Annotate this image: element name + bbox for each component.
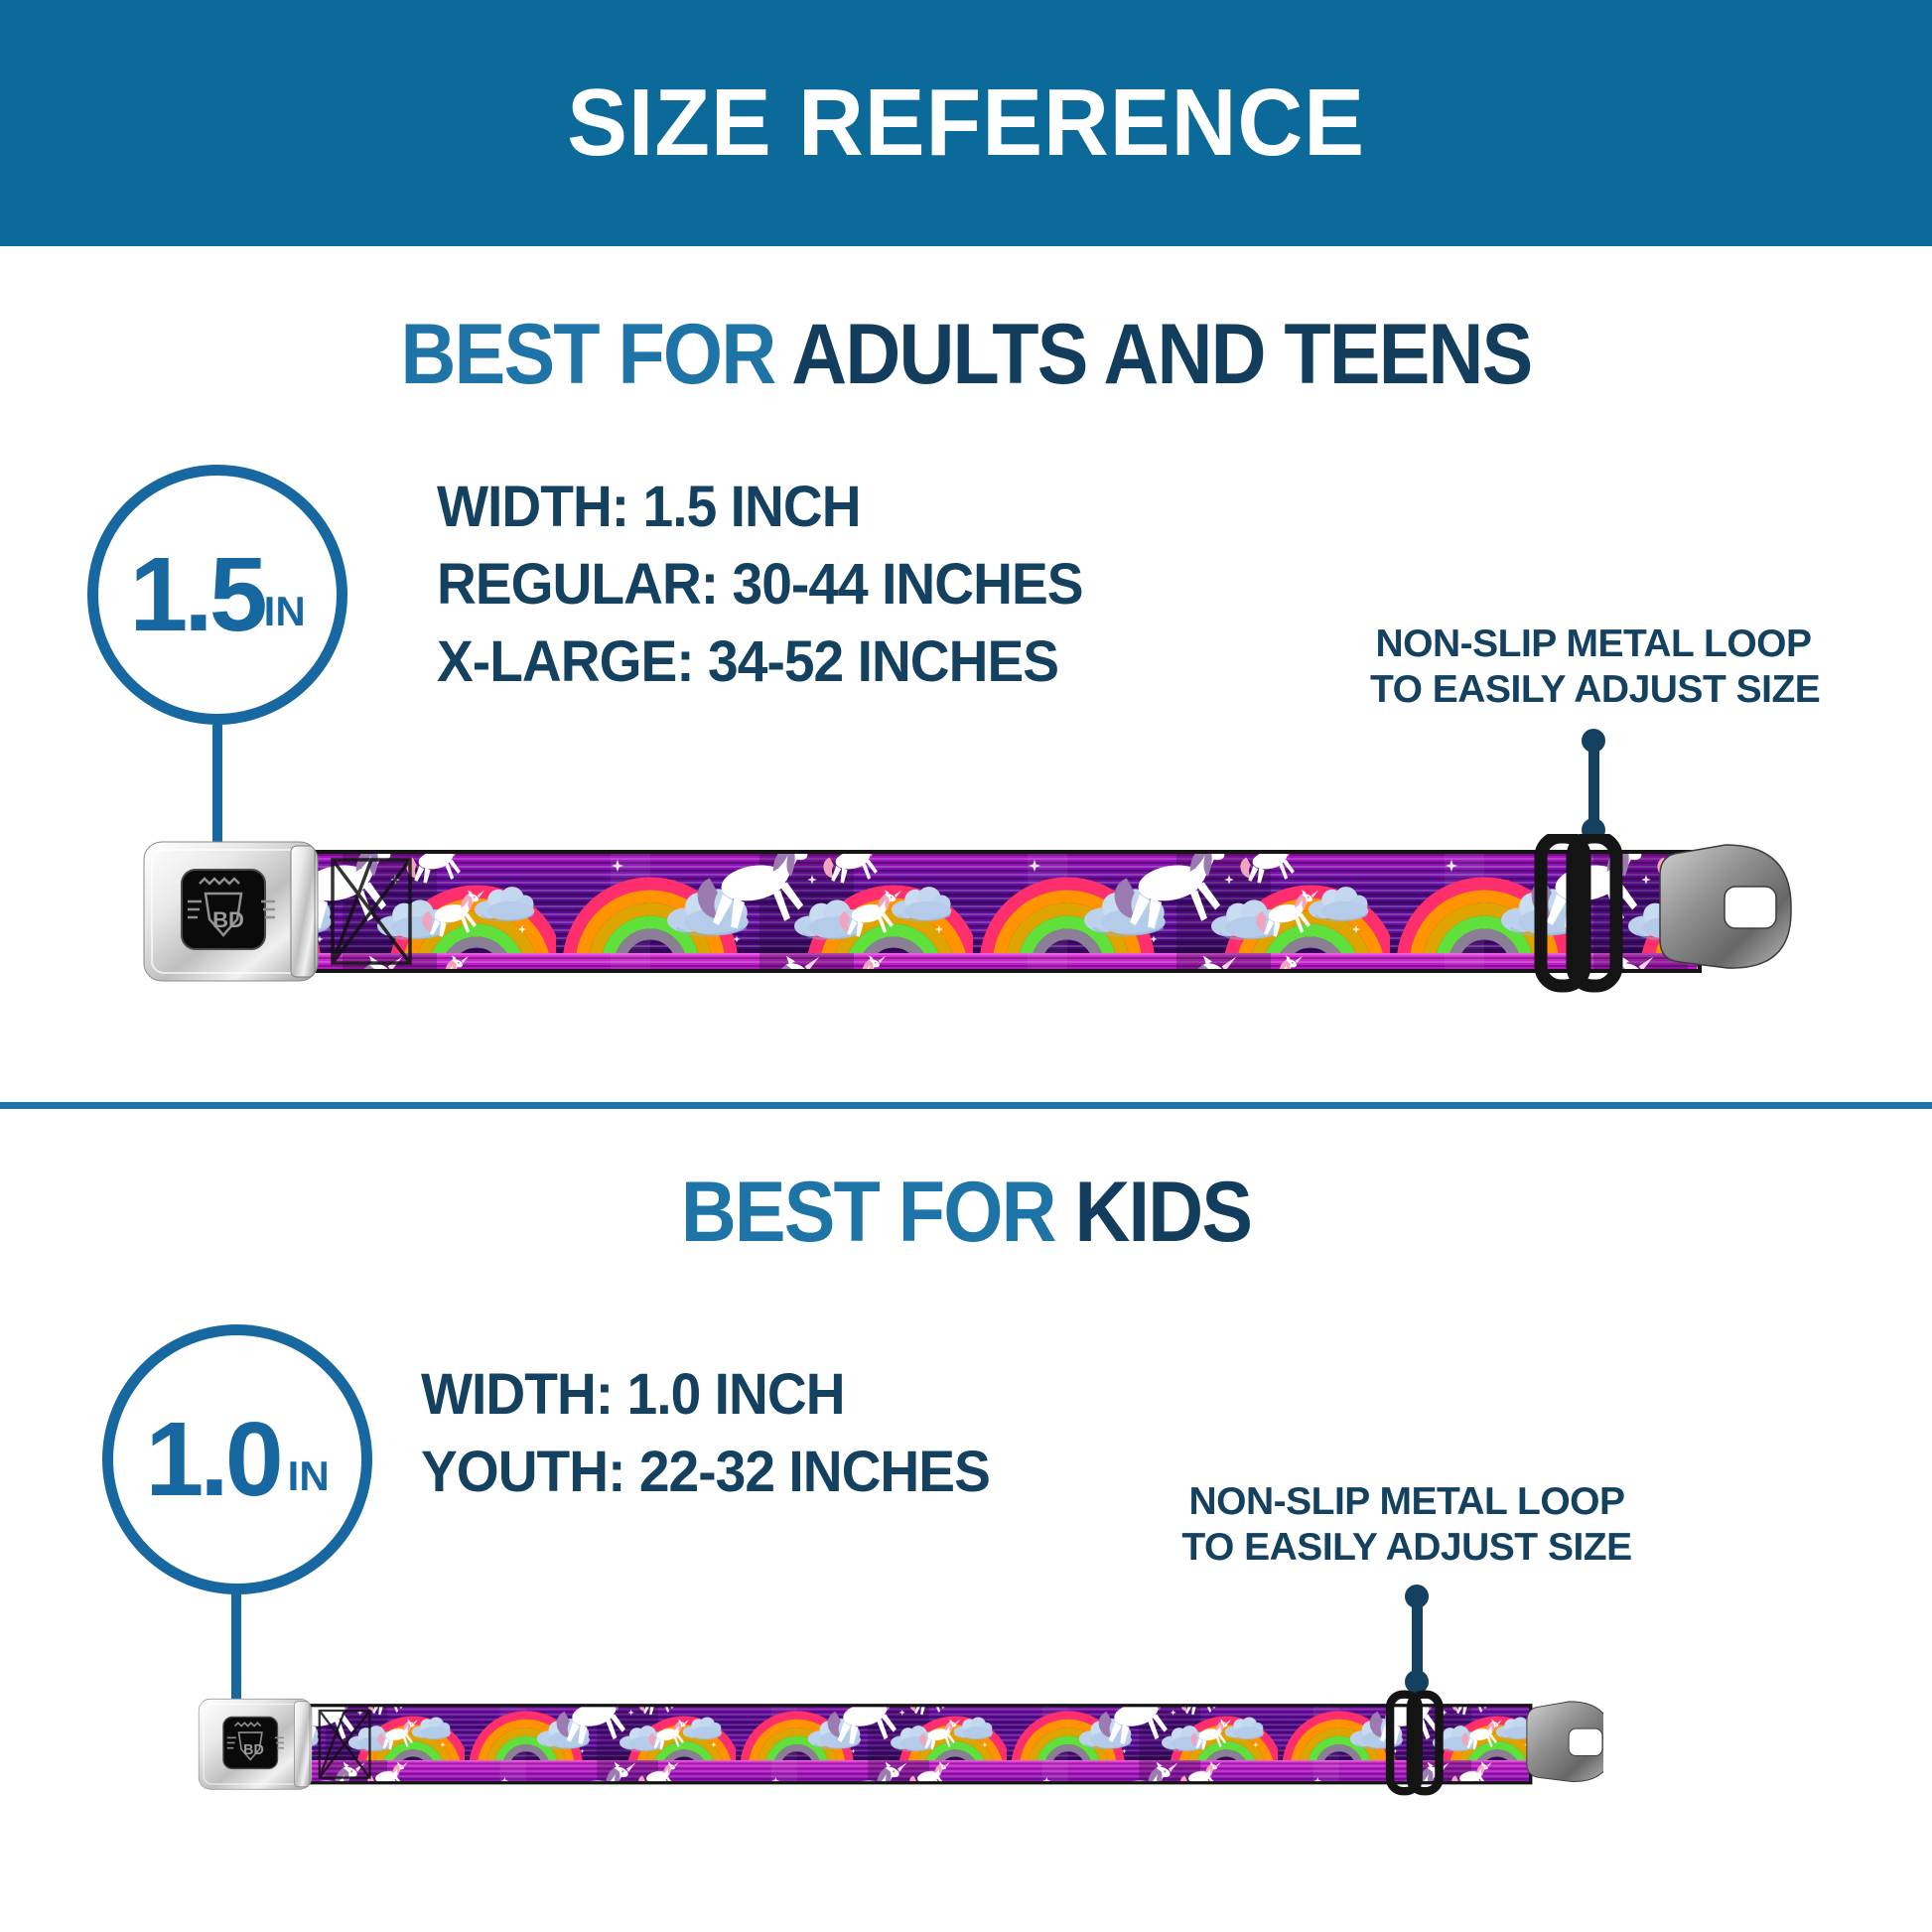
callout-pointer-line [1588,741,1599,828]
metal-loop-callout-kids: NON-SLIP METAL LOOP TO EASILY ADJUST SIZ… [1173,1479,1640,1571]
buckle-logo: BD [243,1742,264,1758]
belt-end-tab [1526,1701,1603,1782]
heading-light-text: BEST FOR [680,1165,1057,1260]
section-heading-kids: BEST FOR KIDS [96,1164,1835,1262]
badge-leader-line [231,1588,241,1706]
buckle-logo: BD [212,907,244,932]
spec-line: WIDTH: 1.5 INCH [437,475,861,539]
callout-line: NON-SLIP METAL LOOP [1188,1480,1625,1523]
belt-end-tab [1659,844,1792,969]
callout-pointer-line [1412,1596,1423,1678]
header-band: SIZE REFERENCE [0,0,1932,246]
belt-photo-adult: BD [142,834,1792,1033]
heading-light-text: BEST FOR [400,307,777,402]
metal-loop-callout-adults: NON-SLIP METAL LOOP TO EASILY ADJUST SIZ… [1370,621,1821,713]
width-badge-1-0in: 1.0 IN [102,1324,372,1594]
heading-dark-text: KIDS [1074,1165,1253,1260]
spec-list-adults: WIDTH: 1.5 INCH REGULAR: 30-44 INCHES X-… [437,469,1084,701]
callout-line: TO EASILY ADJUST SIZE [1181,1526,1632,1569]
section-divider [0,1102,1932,1109]
callout-pointer-dot [1405,1670,1429,1694]
width-badge-unit: IN [287,1452,330,1499]
heading-dark-text: ADULTS AND TEENS [791,307,1533,402]
belt-photo-kids: BD [198,1683,1603,1817]
callout-line: NON-SLIP METAL LOOP [1375,622,1812,665]
seatbelt-buckle-icon: BD [142,840,320,983]
width-badge-value: 1.5 [129,535,267,653]
spec-line: REGULAR: 30-44 INCHES [437,552,1084,617]
width-badge-unit: IN [263,588,306,634]
spec-line: YOUTH: 22-32 INCHES [421,1440,991,1504]
belt-strap-adult [308,850,1702,973]
spec-line: WIDTH: 1.0 INCH [421,1362,846,1427]
spec-list-kids: WIDTH: 1.0 INCH YOUTH: 22-32 INCHES [421,1356,991,1511]
callout-line: TO EASILY ADJUST SIZE [1370,668,1821,711]
width-badge-value: 1.0 [145,1400,283,1518]
badge-leader-line [212,721,222,846]
page-title: SIZE REFERENCE [567,69,1365,176]
width-badge-1-5in: 1.5 IN [87,465,347,725]
section-heading-adults: BEST FOR ADULTS AND TEENS [96,306,1835,404]
belt-strap-kids [303,1704,1533,1785]
seatbelt-buckle-icon: BD [198,1698,313,1791]
spec-line: X-LARGE: 34-52 INCHES [437,629,1059,694]
